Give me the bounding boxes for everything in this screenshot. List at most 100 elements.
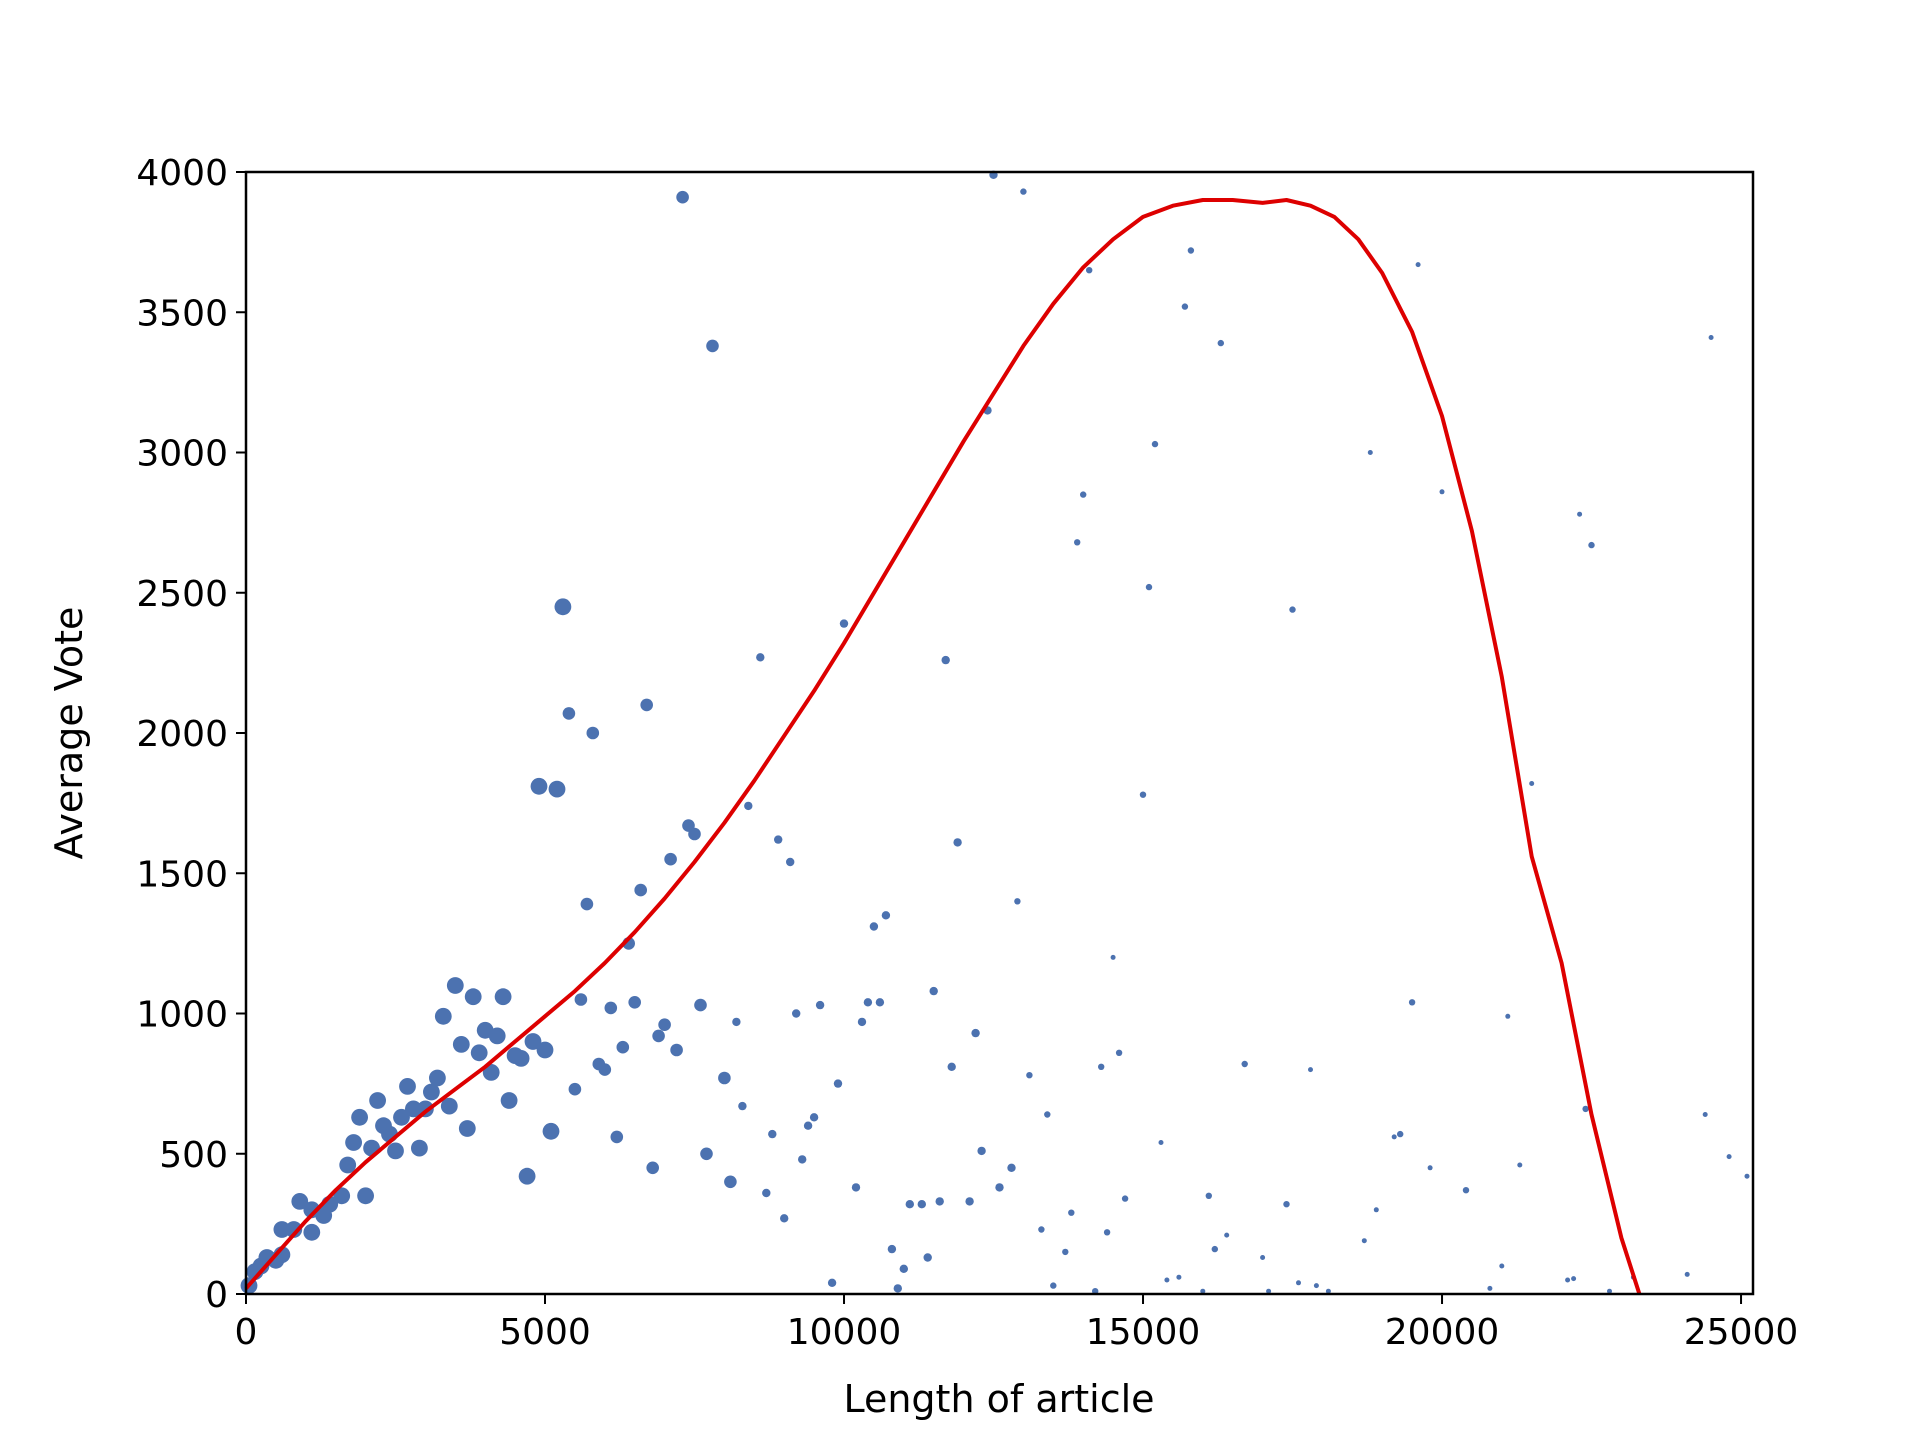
fit-curve bbox=[244, 198, 1642, 1295]
scatter-point-165 bbox=[1427, 1165, 1433, 1171]
scatter-point-131 bbox=[1098, 1063, 1105, 1071]
scatter-point-112 bbox=[965, 1197, 974, 1206]
scatter-point-108 bbox=[935, 1197, 944, 1206]
scatter-point-14 bbox=[339, 1156, 357, 1174]
scatter-point-156 bbox=[1313, 1283, 1319, 1289]
scatter-point-8 bbox=[291, 1193, 309, 1210]
scatter-point-152 bbox=[1283, 1201, 1290, 1208]
fit-curve-layer bbox=[244, 198, 1642, 1295]
scatter-point-51 bbox=[562, 707, 576, 720]
y-axis-title: Average Vote bbox=[47, 607, 91, 860]
y-tick-label: 2000 bbox=[136, 714, 228, 755]
scatter-point-79 bbox=[738, 1101, 747, 1111]
scatter-point-172 bbox=[1529, 781, 1535, 786]
x-tick-label: 0 bbox=[235, 1312, 258, 1353]
scatter-point-72 bbox=[688, 827, 701, 841]
scatter-point-62 bbox=[628, 996, 641, 1009]
scatter-points bbox=[240, 170, 1750, 1295]
scatter-point-44 bbox=[518, 1167, 536, 1185]
scatter-point-113 bbox=[971, 1028, 980, 1038]
scatter-point-60 bbox=[616, 1040, 630, 1054]
scatter-point-33 bbox=[452, 1036, 470, 1053]
scatter-point-66 bbox=[652, 1029, 665, 1043]
scatter-point-16 bbox=[351, 1108, 368, 1126]
scatter-point-155 bbox=[1308, 1067, 1313, 1073]
x-tick-label: 15000 bbox=[1086, 1312, 1201, 1353]
scatter-point-121 bbox=[1026, 1072, 1033, 1079]
scatter-point-75 bbox=[706, 339, 719, 353]
y-axis-ticks: 0 500 1000 1500 2000 2500 3000 3500 4000 bbox=[136, 153, 246, 1316]
scatter-point-143 bbox=[1187, 247, 1195, 254]
scatter-point-101 bbox=[887, 1244, 897, 1254]
scatter-point-157 bbox=[1325, 1288, 1331, 1294]
scatter-point-161 bbox=[1391, 1134, 1397, 1140]
scatter-point-162 bbox=[1397, 1130, 1404, 1138]
scatter-point-178 bbox=[1607, 1288, 1612, 1294]
scatter-point-63 bbox=[634, 883, 647, 897]
scatter-point-137 bbox=[1145, 583, 1153, 591]
scatter-point-128 bbox=[1080, 491, 1087, 498]
scatter-point-28 bbox=[423, 1083, 440, 1101]
scatter-point-35 bbox=[464, 988, 482, 1006]
scatter-point-40 bbox=[494, 988, 512, 1006]
scatter-point-74 bbox=[700, 1147, 713, 1161]
scatter-point-73 bbox=[694, 998, 707, 1012]
scatter-point-138 bbox=[1151, 440, 1159, 448]
scatter-point-168 bbox=[1487, 1285, 1493, 1291]
scatter-point-78 bbox=[732, 1017, 741, 1027]
y-tick-label: 3000 bbox=[136, 434, 228, 475]
scatter-point-183 bbox=[1726, 1154, 1732, 1160]
scatter-point-22 bbox=[387, 1142, 404, 1160]
scatter-point-154 bbox=[1296, 1280, 1301, 1286]
scatter-point-119 bbox=[1014, 898, 1021, 905]
scatter-point-89 bbox=[803, 1121, 813, 1130]
scatter-point-141 bbox=[1176, 1274, 1182, 1280]
scatter-point-49 bbox=[548, 780, 566, 798]
scatter-point-45 bbox=[524, 1033, 542, 1050]
scatter-point-122 bbox=[1038, 1226, 1045, 1233]
scatter-point-58 bbox=[604, 1001, 618, 1015]
scatter-point-173 bbox=[1565, 1277, 1571, 1283]
scatter-point-153 bbox=[1289, 606, 1296, 613]
x-tick-label: 25000 bbox=[1684, 1312, 1799, 1353]
scatter-point-23 bbox=[393, 1108, 410, 1126]
scatter-point-77 bbox=[724, 1175, 737, 1189]
scatter-point-105 bbox=[917, 1200, 926, 1209]
scatter-point-99 bbox=[875, 998, 885, 1007]
scatter-point-145 bbox=[1205, 1192, 1213, 1200]
scatter-point-36 bbox=[470, 1044, 488, 1062]
scatter-point-88 bbox=[798, 1155, 807, 1164]
scatter-point-38 bbox=[482, 1064, 500, 1081]
scatter-point-144 bbox=[1200, 1288, 1206, 1294]
scatter-point-129 bbox=[1086, 267, 1093, 274]
scatter-point-46 bbox=[530, 777, 548, 795]
scatter-point-111 bbox=[953, 838, 962, 847]
scatter-point-180 bbox=[1684, 1271, 1690, 1277]
scatter-point-159 bbox=[1367, 450, 1373, 455]
scatter-point-139 bbox=[1158, 1140, 1164, 1145]
scatter-point-146 bbox=[1211, 1245, 1219, 1253]
scatter-point-170 bbox=[1505, 1013, 1511, 1019]
scatter-point-95 bbox=[851, 1183, 861, 1192]
scatter-point-120 bbox=[1020, 188, 1027, 195]
scatter-point-87 bbox=[792, 1009, 801, 1018]
scatter-point-142 bbox=[1181, 303, 1189, 310]
scatter-point-80 bbox=[744, 801, 753, 811]
scatter-point-57 bbox=[598, 1063, 612, 1076]
scatter-point-167 bbox=[1462, 1187, 1470, 1194]
scatter-point-65 bbox=[646, 1161, 659, 1175]
scatter-point-158 bbox=[1361, 1238, 1367, 1244]
scatter-point-132 bbox=[1103, 1229, 1111, 1236]
scatter-point-102 bbox=[893, 1284, 902, 1293]
scatter-point-26 bbox=[411, 1139, 428, 1157]
scatter-point-182 bbox=[1708, 335, 1714, 340]
scatter-point-96 bbox=[857, 1017, 867, 1027]
scatter-point-34 bbox=[458, 1120, 476, 1137]
scatter-point-118 bbox=[1007, 1163, 1016, 1173]
y-tick-label: 4000 bbox=[136, 153, 228, 194]
scatter-point-54 bbox=[580, 897, 594, 911]
scatter-point-109 bbox=[941, 655, 950, 665]
scatter-point-177 bbox=[1588, 541, 1595, 549]
scatter-point-160 bbox=[1373, 1207, 1379, 1213]
scatter-point-171 bbox=[1517, 1162, 1523, 1168]
